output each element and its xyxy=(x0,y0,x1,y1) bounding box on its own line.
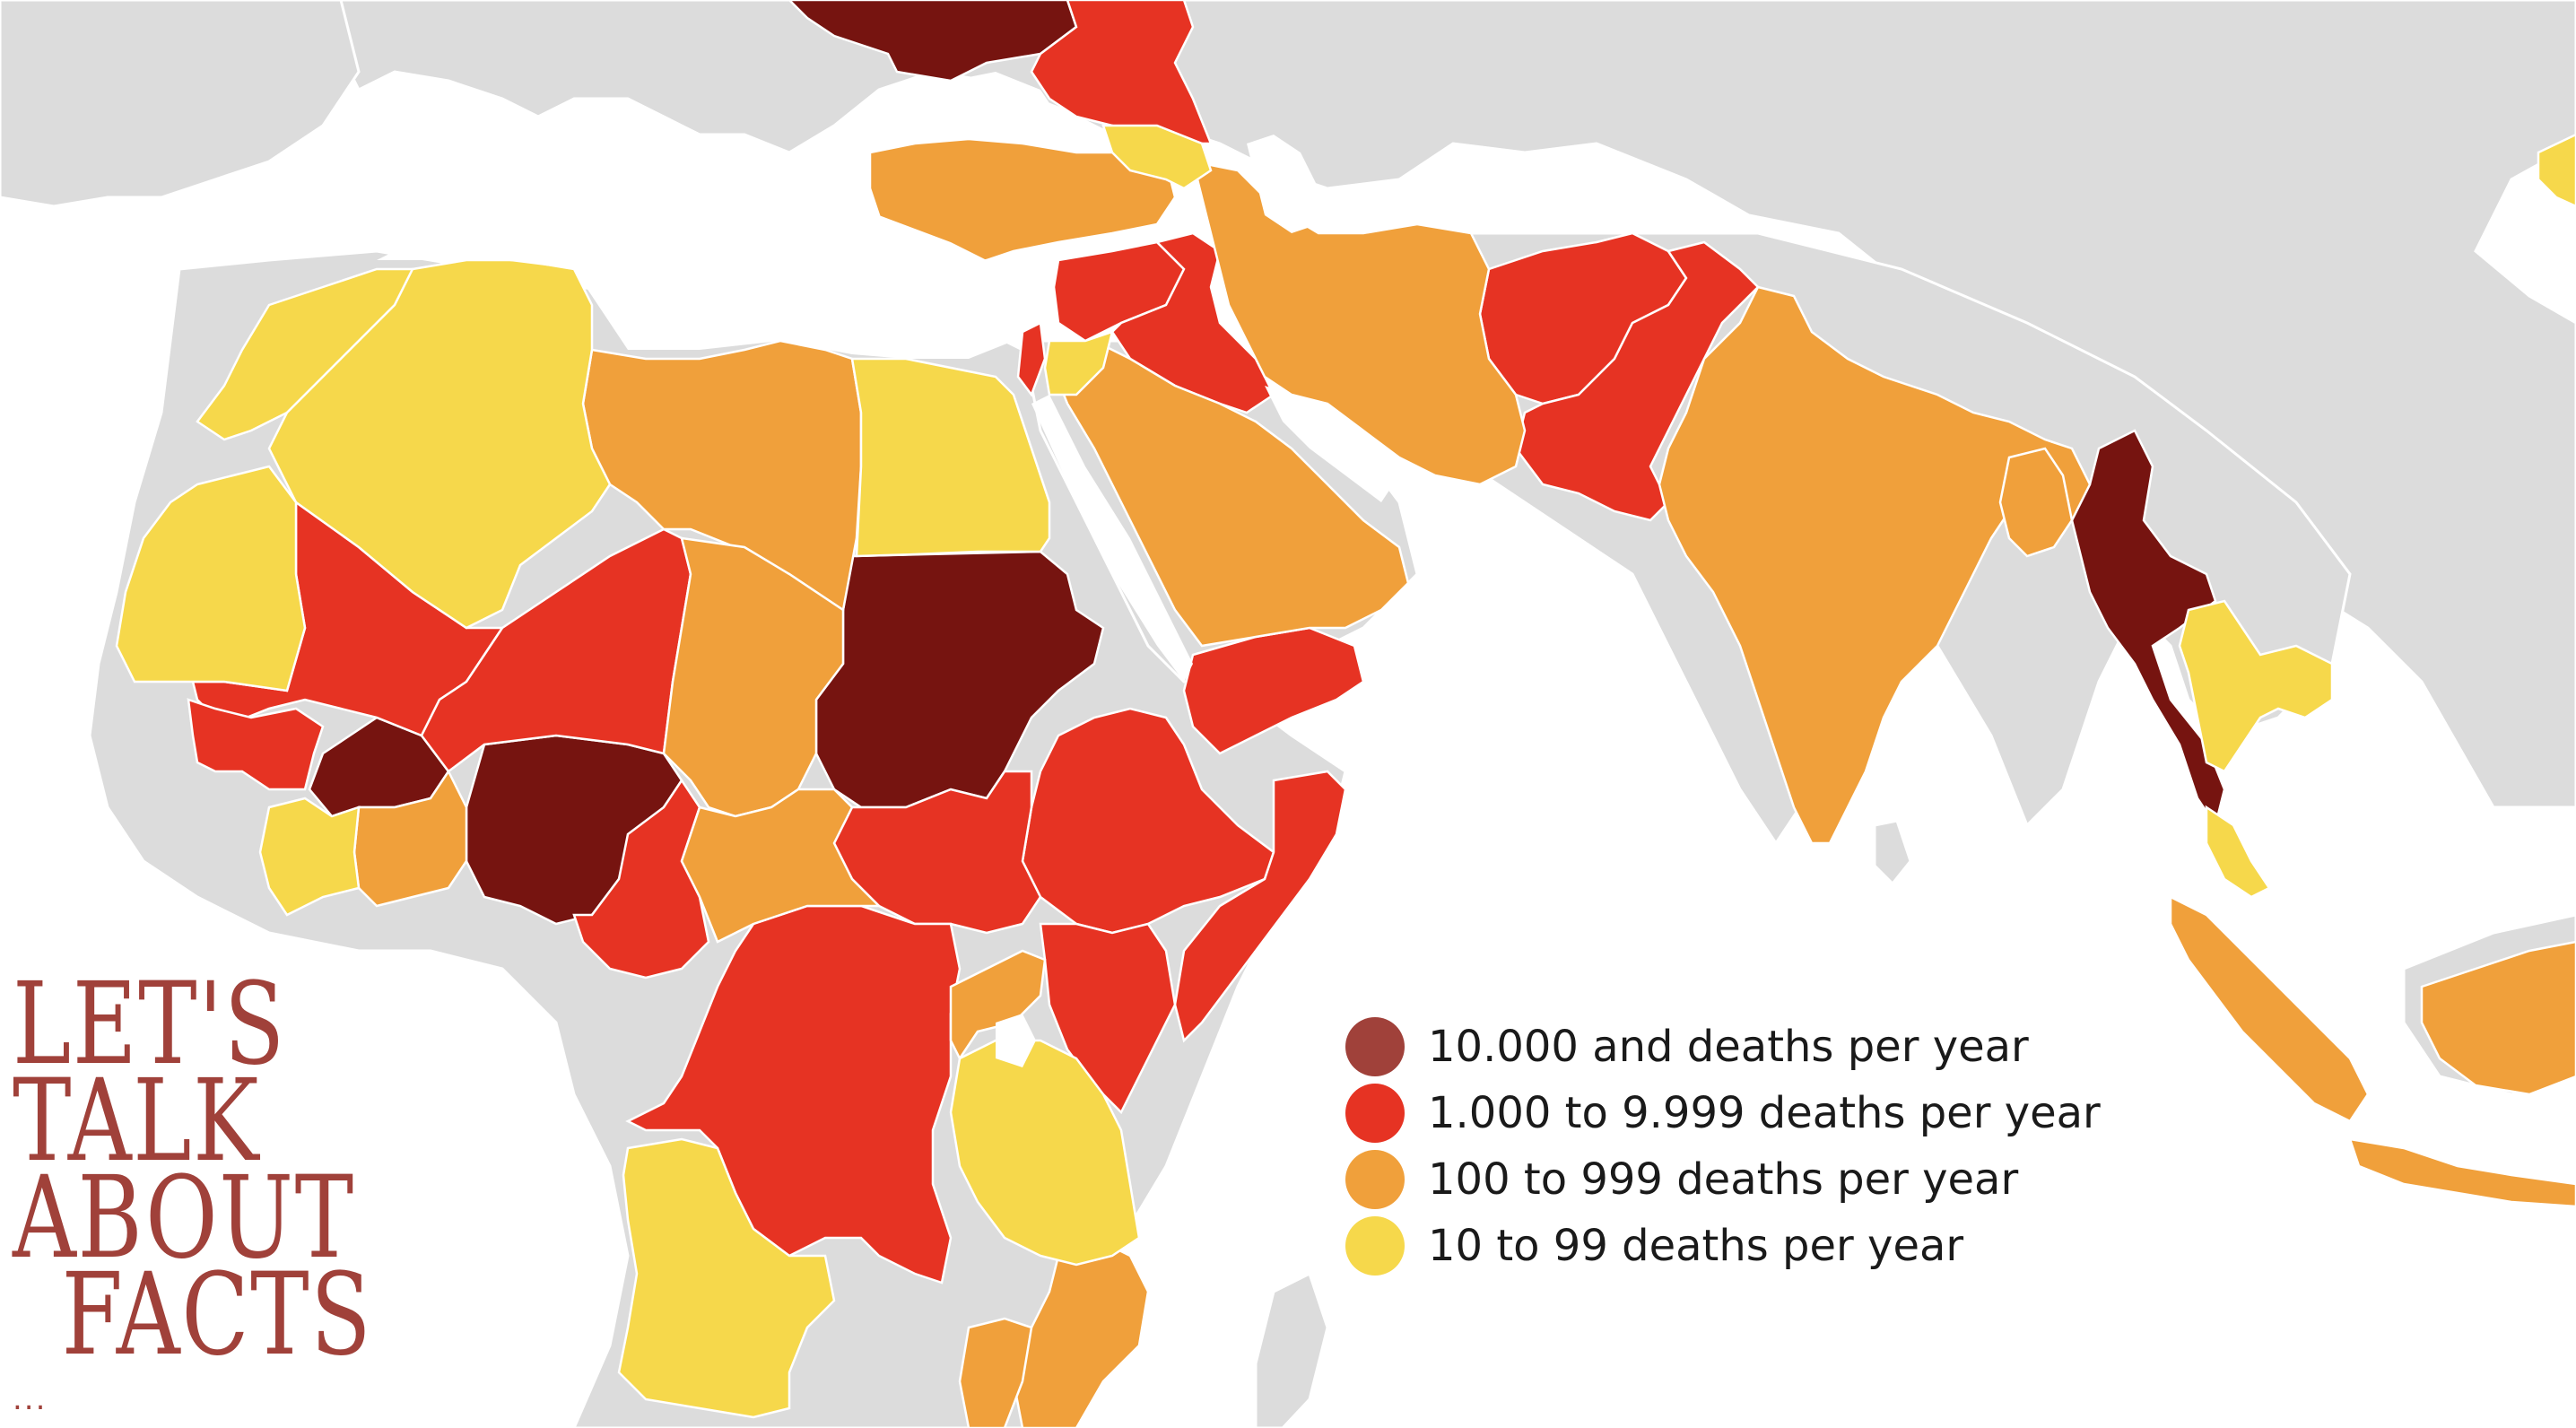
legend-item-1000: 1.000 to 9.999 deaths per year xyxy=(1345,1080,2206,1146)
land-sri-lanka xyxy=(1873,819,1912,886)
legend-swatch-10000 xyxy=(1345,1017,1405,1076)
country-georgia-armenia xyxy=(1101,124,1213,190)
legend-label-100: 100 to 999 deaths per year xyxy=(1428,1154,2019,1205)
land-eurasia-north xyxy=(339,0,2576,809)
country-libya xyxy=(581,339,863,613)
country-algeria xyxy=(267,258,612,630)
legend-label-10: 10 to 99 deaths per year xyxy=(1428,1221,1964,1271)
land-west-europe xyxy=(0,0,361,208)
country-niger xyxy=(420,527,692,773)
brand-line-3: ABOUT xyxy=(13,1152,355,1284)
legend-label-1000: 1.000 to 9.999 deaths per year xyxy=(1428,1088,2101,1138)
legend: 10.000 and deaths per year 1.000 to 9.99… xyxy=(1345,1014,2206,1279)
country-central-african-republic xyxy=(680,788,883,944)
country-iran xyxy=(1191,160,1527,486)
brand-ellipsis: ... xyxy=(13,1381,48,1417)
country-zimbabwe-malawi xyxy=(958,1317,1033,1428)
brand-logo: LET'S TALK ABOUT FACTS xyxy=(13,958,515,1380)
caspian-sea xyxy=(1247,135,1318,233)
brand-line-4: FACTS xyxy=(61,1249,373,1380)
country-kenya xyxy=(1039,922,1177,1115)
country-bangladesh xyxy=(1998,447,2074,558)
legend-item-100: 100 to 999 deaths per year xyxy=(1345,1146,2206,1213)
country-drc xyxy=(625,904,962,1284)
country-myanmar xyxy=(2070,429,2226,829)
country-ivory-coast xyxy=(258,797,361,917)
country-angola xyxy=(617,1137,836,1419)
lake-victoria xyxy=(996,1014,1036,1067)
country-tanzania xyxy=(949,1039,1141,1267)
country-philippines-north xyxy=(2537,133,2576,208)
country-israel-palestine xyxy=(1016,321,1047,397)
legend-label-10000: 10.000 and deaths per year xyxy=(1428,1022,2029,1072)
legend-item-10: 10 to 99 deaths per year xyxy=(1345,1213,2206,1279)
legend-item-10000: 10.000 and deaths per year xyxy=(1345,1014,2206,1080)
country-cameroon xyxy=(572,778,710,980)
country-jordan xyxy=(1043,330,1114,396)
mediterranean xyxy=(377,197,1031,359)
country-saudi-arabia xyxy=(1048,339,1410,648)
country-indonesia-sumatra xyxy=(2169,894,2370,1123)
country-egypt xyxy=(850,357,1051,558)
red-sea xyxy=(1031,395,1193,682)
water-bodies xyxy=(377,72,1399,1067)
brand-line-1: LET'S xyxy=(13,958,286,1090)
country-mozambique xyxy=(1012,1236,1150,1428)
land-madagascar xyxy=(1254,1271,1329,1428)
legend-swatch-10 xyxy=(1345,1216,1405,1276)
country-uganda-rwanda xyxy=(949,949,1047,1061)
brand-line-2: TALK xyxy=(13,1055,261,1187)
country-indonesia-java xyxy=(2348,1137,2576,1208)
country-indonesia-kalimantan xyxy=(2420,940,2576,1096)
legend-swatch-100 xyxy=(1345,1150,1405,1209)
legend-swatch-1000 xyxy=(1345,1084,1405,1143)
country-malaysia-peninsula xyxy=(2205,805,2271,899)
country-india xyxy=(1658,285,2092,845)
country-iraq xyxy=(1110,231,1275,414)
black-sea xyxy=(888,72,1058,135)
country-pakistan xyxy=(1514,240,1760,522)
country-thailand xyxy=(2178,599,2334,773)
country-mauritania xyxy=(115,465,307,692)
country-senegal-guinea xyxy=(187,698,325,791)
country-somalia xyxy=(1173,770,1347,1043)
persian-gulf xyxy=(1265,386,1399,502)
countries xyxy=(115,0,2576,1428)
